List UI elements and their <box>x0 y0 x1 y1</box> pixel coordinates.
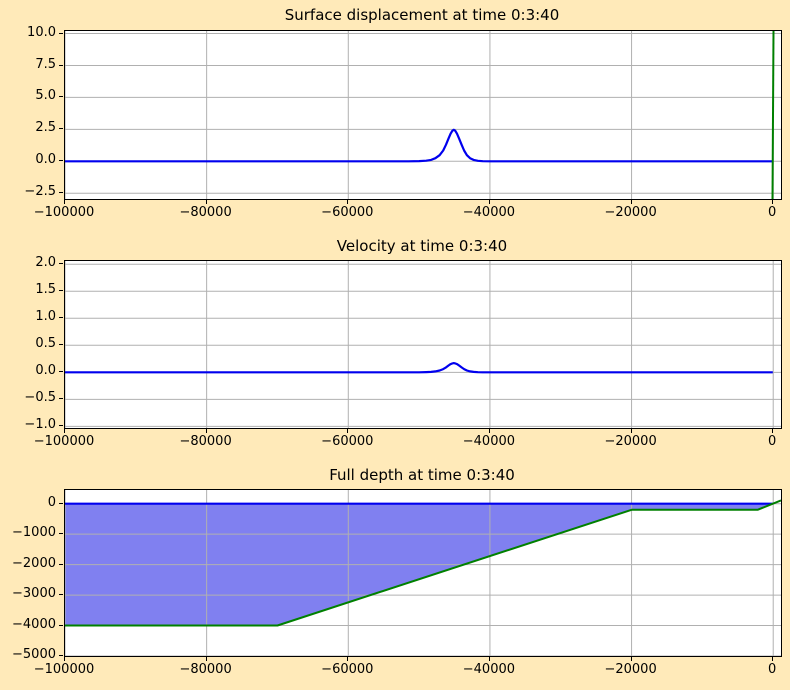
y-tick-label: −5000 <box>12 647 56 662</box>
x-tick-label: −80000 <box>179 434 232 449</box>
y-tick-label: −3000 <box>12 586 56 602</box>
x-tick-mark <box>205 429 207 433</box>
x-tick-mark <box>64 200 65 204</box>
x-tick-label: −20000 <box>604 434 657 449</box>
x-tick-mark <box>205 657 207 661</box>
axes-full-depth <box>64 489 782 657</box>
y-tick-label: −1.0 <box>24 417 56 433</box>
x-tick-label: −100000 <box>33 205 95 220</box>
x-tick-mark <box>772 429 774 433</box>
x-tick-label: 0 <box>768 434 777 449</box>
y-tick-mark <box>59 317 63 319</box>
x-tick-mark <box>630 200 632 204</box>
x-tick-mark <box>772 200 774 204</box>
velocity-plot-canvas <box>65 261 781 428</box>
x-tick-mark <box>347 429 349 433</box>
x-tick-label: −80000 <box>179 205 232 220</box>
chart-title-surface-displacement: Surface displacement at time 0:3:40 <box>284 6 560 24</box>
velocity-line-line <box>65 362 773 374</box>
axes-velocity <box>64 260 782 429</box>
y-tick-mark <box>59 563 63 565</box>
y-tick-mark <box>59 533 63 535</box>
y-tick-label: 0.5 <box>35 336 56 352</box>
x-tick-label: −80000 <box>179 662 232 677</box>
x-tick-label: −100000 <box>33 662 95 677</box>
x-tick-label: −60000 <box>321 205 374 220</box>
y-tick-mark <box>59 128 63 130</box>
y-tick-mark <box>59 96 63 98</box>
y-tick-mark <box>59 594 63 596</box>
y-tick-mark <box>59 192 63 194</box>
x-tick-label: −40000 <box>462 662 516 677</box>
x-tick-label: 0 <box>768 662 777 677</box>
y-tick-mark <box>59 425 63 427</box>
y-tick-mark <box>59 371 63 373</box>
x-tick-label: −40000 <box>462 434 516 449</box>
y-tick-label: −2000 <box>12 555 56 571</box>
chart-title-full-depth: Full depth at time 0:3:40 <box>329 466 515 484</box>
y-tick-label: 10.0 <box>27 24 56 40</box>
x-tick-mark <box>772 657 774 661</box>
x-tick-mark <box>205 200 207 204</box>
y-tick-mark <box>59 32 63 34</box>
y-tick-mark <box>59 160 63 162</box>
y-tick-label: 5.0 <box>35 88 56 104</box>
y-tick-label: 1.5 <box>35 282 56 298</box>
shore-topography-line <box>771 31 775 199</box>
x-tick-label: −60000 <box>321 662 374 677</box>
y-tick-mark <box>59 624 63 626</box>
x-tick-mark <box>64 429 65 433</box>
y-tick-mark <box>59 290 63 292</box>
y-tick-mark <box>59 344 63 346</box>
axes-surface-displacement <box>64 30 782 200</box>
x-tick-label: −60000 <box>321 434 374 449</box>
x-tick-mark <box>347 657 349 661</box>
y-tick-label: 0 <box>47 494 56 510</box>
y-tick-label: 1.0 <box>35 309 56 325</box>
bathymetry-line <box>65 499 781 627</box>
y-tick-mark <box>59 502 63 504</box>
x-tick-label: −20000 <box>604 662 657 677</box>
surface-displacement-plot-canvas <box>65 31 781 199</box>
chart-title-velocity: Velocity at time 0:3:40 <box>336 237 508 255</box>
x-tick-label: −40000 <box>462 205 516 220</box>
y-tick-label: 2.0 <box>35 255 56 271</box>
x-tick-mark <box>488 429 490 433</box>
y-tick-label: 2.5 <box>35 120 56 136</box>
x-tick-mark <box>347 200 349 204</box>
y-tick-label: 0.0 <box>35 363 56 379</box>
y-tick-label: −2.5 <box>24 184 56 200</box>
y-tick-label: −1000 <box>12 525 56 541</box>
y-tick-mark <box>59 263 63 265</box>
y-tick-label: −0.5 <box>24 390 56 406</box>
x-tick-mark <box>64 657 65 661</box>
x-tick-label: 0 <box>768 205 777 220</box>
x-tick-label: −100000 <box>33 434 95 449</box>
x-tick-label: −20000 <box>604 205 657 220</box>
x-tick-mark <box>488 200 490 204</box>
y-tick-mark <box>59 398 63 400</box>
x-tick-mark <box>488 657 490 661</box>
x-tick-mark <box>630 657 632 661</box>
full-depth-plot-canvas <box>65 490 781 656</box>
y-tick-mark <box>59 655 63 656</box>
y-tick-label: 7.5 <box>35 56 56 72</box>
y-tick-label: −4000 <box>12 616 56 632</box>
y-tick-label: 0.0 <box>35 152 56 168</box>
x-tick-mark <box>630 429 632 433</box>
sea-surface-line <box>65 128 773 163</box>
y-tick-mark <box>59 64 63 66</box>
